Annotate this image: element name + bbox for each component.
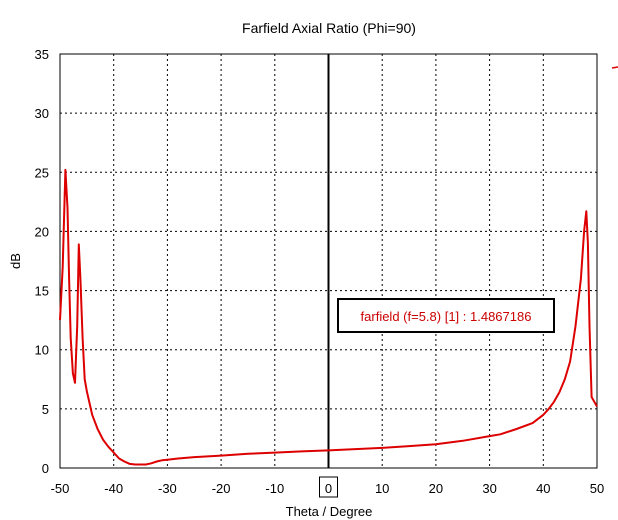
y-tick-label: 5 xyxy=(42,402,49,417)
y-tick-label: 20 xyxy=(35,224,49,239)
x-tick-label: -30 xyxy=(158,481,177,496)
x-tick-label: 10 xyxy=(375,481,389,496)
y-tick-label: 30 xyxy=(35,106,49,121)
x-tick-label: -10 xyxy=(265,481,284,496)
y-tick-label: 15 xyxy=(35,284,49,299)
y-tick-label: 25 xyxy=(35,165,49,180)
annotation-frame xyxy=(337,298,555,333)
x-tick-label: -40 xyxy=(104,481,123,496)
x-tick-label: -20 xyxy=(212,481,231,496)
series-layer xyxy=(59,168,598,466)
marker-layer: 0 xyxy=(319,54,338,498)
y-tick-label: 35 xyxy=(35,47,49,62)
y-axis-label: dB xyxy=(8,253,23,269)
x-tick-labels: -50 -40 -30 -20 -10 10 20 30 40 50 xyxy=(51,481,605,496)
x-tick-label: 50 xyxy=(590,481,604,496)
x-tick-label: 40 xyxy=(536,481,550,496)
x-tick-label: 20 xyxy=(429,481,443,496)
marker-handle[interactable] xyxy=(319,476,338,498)
y-tick-label: 0 xyxy=(42,461,49,476)
annotation-text: farfield (f=5.8) [1] : 1.4867186 xyxy=(361,309,532,324)
x-tick-label: 30 xyxy=(482,481,496,496)
y-tick-labels: 0 5 10 15 20 25 30 35 xyxy=(35,47,49,476)
marker-label: 0 xyxy=(325,481,332,496)
chart-title: Farfield Axial Ratio (Phi=90) xyxy=(242,20,416,36)
y-tick-label: 10 xyxy=(35,343,49,358)
annotation-box[interactable]: farfield (f=5.8) [1] : 1.4867186 xyxy=(337,298,555,333)
x-axis-label: Theta / Degree xyxy=(286,504,373,519)
x-tick-label: -50 xyxy=(51,481,70,496)
edge-tick-mark xyxy=(611,66,618,69)
series-line xyxy=(59,168,598,466)
